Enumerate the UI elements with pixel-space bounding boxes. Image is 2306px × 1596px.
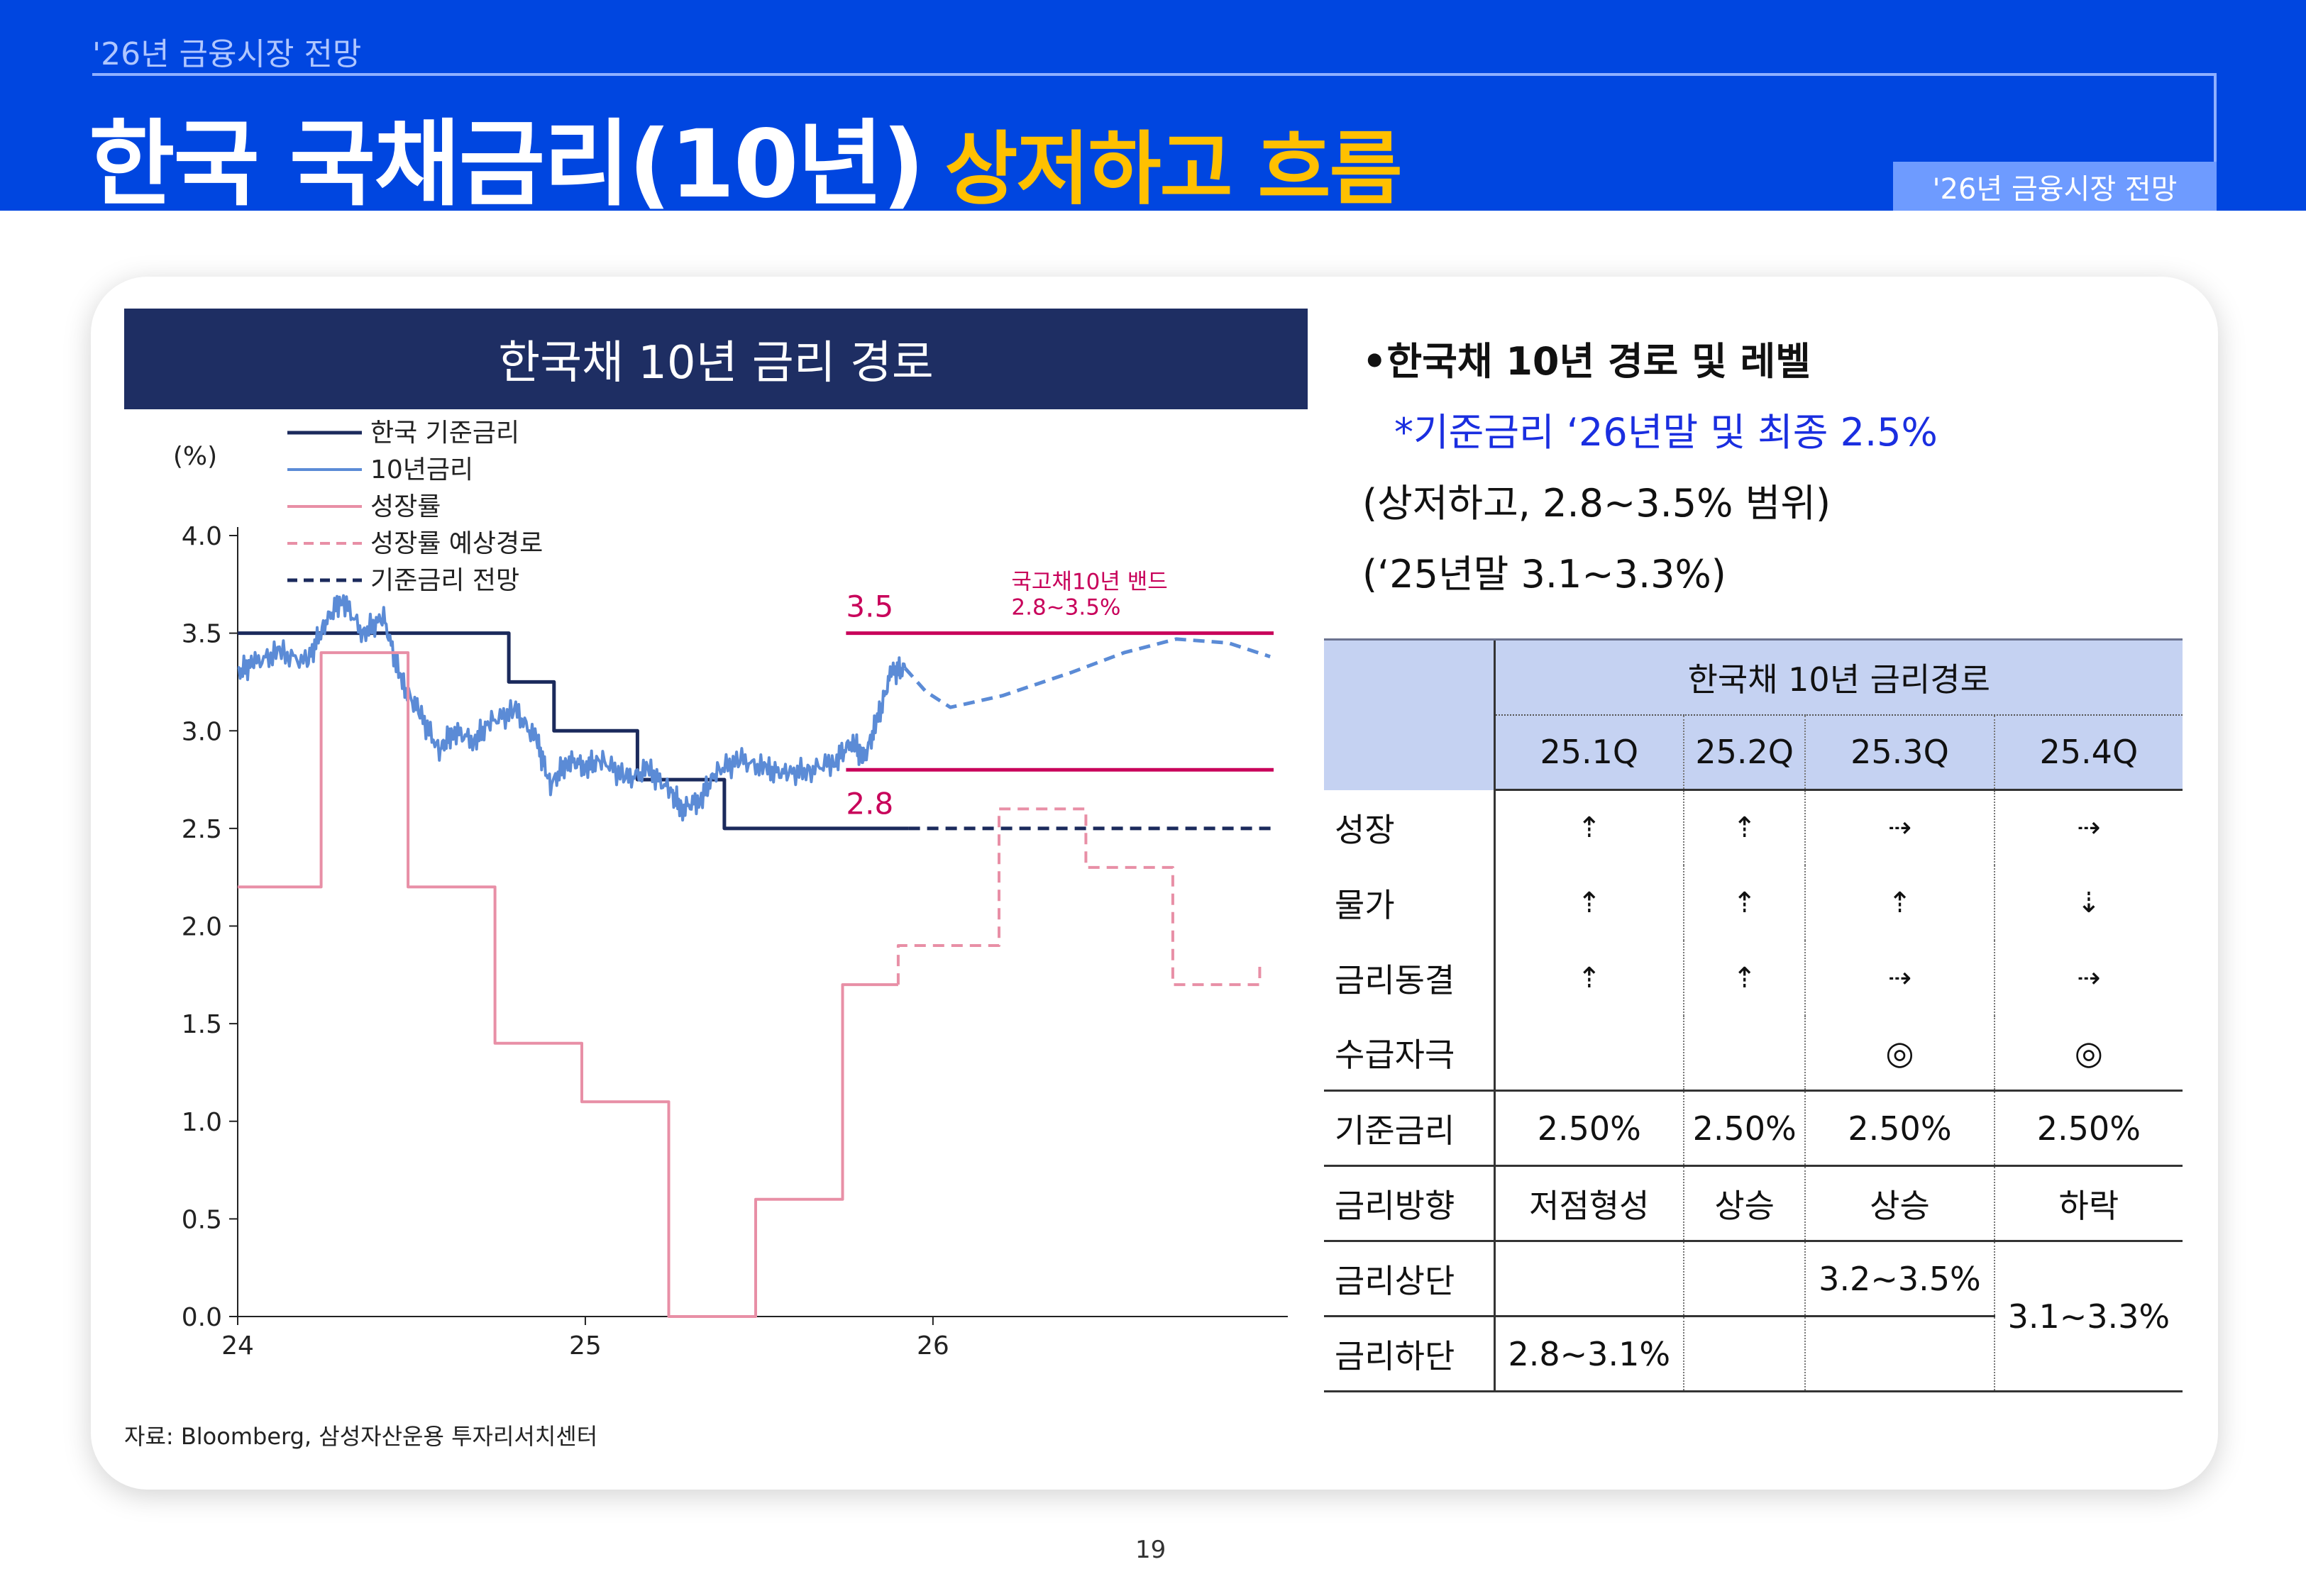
table-cell: 하락: [1993, 1165, 2183, 1242]
source-note: 자료: Bloomberg, 삼성자산운용 투자리서치센터: [124, 1423, 598, 1450]
y-tick-label: 4.0: [182, 522, 222, 551]
series-line-2: [238, 651, 898, 1318]
header-rule-vertical: [2214, 73, 2217, 162]
rate-path-chart: 0.0 0.5 1.0 1.5 2.0 2.5 3.0 3.5 4.0 (%) 24 25 26 3.5 2…: [173, 419, 1288, 1361]
quarter-header: 25.2Q: [1683, 714, 1806, 791]
table-row: 금리상단 3.2~3.5% 3.1~3.3%: [1324, 1241, 2183, 1392]
page-number: 19: [1135, 1536, 1166, 1564]
series-line-3: [896, 807, 1262, 987]
x-tick-label: 24: [221, 1331, 254, 1361]
y-tick-label: 3.5: [182, 620, 222, 649]
right-arrow-icon: ⇢: [1804, 789, 1995, 865]
row-label: 금리방향: [1324, 1165, 1494, 1242]
up-arrow-icon: ⇡: [1493, 865, 1684, 941]
table-row: 금리방향 저점형성 상승 상승 하락: [1324, 1165, 2183, 1242]
header-rule: [92, 73, 2217, 76]
up-arrow-icon: ⇡: [1493, 789, 1684, 865]
y-tick-label: 0.5: [182, 1205, 222, 1234]
y-tick-label: 1.5: [182, 1010, 222, 1039]
table-cell: 상승: [1683, 1165, 1806, 1242]
row-label: 성장: [1335, 810, 1395, 849]
band-upper-label: 3.5: [846, 589, 893, 624]
table-cell: 2.50%: [1683, 1090, 1806, 1167]
row-label: 수급자극: [1324, 1015, 1494, 1092]
page-title-main: 한국 국채금리(10년): [89, 110, 925, 219]
up-arrow-icon: ⇡: [1683, 789, 1806, 865]
table-cell: 3.2~3.5%: [1804, 1241, 1995, 1317]
legend-label: 10년금리: [370, 455, 473, 484]
y-tick-label: 2.0: [182, 913, 222, 942]
table-cell-merged: 3.1~3.3%: [1993, 1241, 2183, 1392]
row-label: 금리동결: [1335, 960, 1455, 999]
y-tick-label: 3.0: [182, 717, 222, 746]
table-row: 기준금리 2.50% 2.50% 2.50% 2.50%: [1324, 1090, 2183, 1167]
double-circle-icon: ◎: [1993, 1015, 2183, 1092]
band-lower-label: 2.8: [846, 786, 893, 821]
table-cell: [1683, 1015, 1806, 1092]
table-cell: 2.50%: [1493, 1090, 1684, 1167]
section-tag: '26년 금융시장 전망: [1893, 162, 2217, 211]
series-line-5: [903, 637, 1271, 709]
table-row: 성장 ⇡ ⇡ ⇢ ⇢: [1324, 789, 2183, 865]
band-note-line1: 국고채10년 밴드: [1011, 570, 1167, 595]
legend-label: 기준금리 전망: [370, 566, 519, 595]
table-corner: [1324, 638, 1494, 790]
header-eyebrow: '26년 금융시장 전망: [92, 36, 362, 72]
y-axis-label: (%): [173, 442, 217, 471]
quarter-header: 25.4Q: [1993, 714, 2183, 791]
table-cell: [1804, 1316, 1995, 1392]
table-cell: [1493, 1015, 1684, 1092]
row-label: 물가: [1335, 885, 1395, 924]
table-cell: [1683, 1241, 1806, 1317]
table-cell: 2.8~3.1%: [1493, 1316, 1684, 1392]
up-arrow-icon: ⇡: [1683, 940, 1806, 1016]
legend-label: 한국 기준금리: [370, 419, 519, 448]
table-row: 물가 ⇡ ⇡ ⇡ ⇣: [1324, 865, 2183, 941]
bullet-range: (상저하고, 2.8~3.5% 범위): [1362, 481, 1831, 526]
quarter-header: 25.3Q: [1804, 714, 1995, 791]
y-tick-label: 1.0: [182, 1108, 222, 1137]
table-cell: 2.50%: [1804, 1090, 1995, 1167]
header-bar: '26년 금융시장 전망 한국 국채금리(10년) 상저하고 흐름 '26년 금융…: [0, 0, 2306, 219]
y-tick-label: 2.5: [182, 815, 222, 844]
table-cell: 2.50%: [1993, 1090, 2183, 1167]
table-cell: [1493, 1241, 1684, 1317]
x-tick-label: 25: [569, 1331, 602, 1361]
table-row: 금리동결 ⇡ ⇡ ⇢ ⇢: [1324, 940, 2183, 1016]
series-line-1: [237, 594, 907, 822]
up-arrow-icon: ⇡: [1804, 865, 1995, 941]
table-row: 수급자극 ◎ ◎: [1324, 1015, 2183, 1092]
row-label: 금리상단: [1324, 1241, 1494, 1317]
right-arrow-icon: ⇢: [1804, 940, 1995, 1016]
page-title-accent: 상저하고 흐름: [944, 123, 1402, 216]
table-group-header: 한국채 10년 금리경로: [1493, 638, 2183, 716]
right-arrow-icon: ⇢: [1993, 789, 2183, 865]
up-arrow-icon: ⇡: [1683, 865, 1806, 941]
row-label: 금리하단: [1324, 1316, 1494, 1392]
table-row: 금리하단 2.8~3.1%: [1324, 1316, 2183, 1392]
row-label: 기준금리: [1324, 1090, 1494, 1167]
band-note-line2: 2.8~3.5%: [1011, 595, 1120, 621]
legend-label: 성장률: [370, 492, 441, 521]
chart-panel-title: 한국채 10년 금리 경로: [124, 309, 1308, 409]
right-arrow-icon: ⇢: [1993, 940, 2183, 1016]
bullet-heading: •한국채 10년 경로 및 레벨: [1362, 339, 1811, 384]
table-cell: 상승: [1804, 1165, 1995, 1242]
table-cell: 저점형성: [1493, 1165, 1684, 1242]
up-arrow-icon: ⇡: [1493, 940, 1684, 1016]
x-tick-label: 26: [917, 1331, 949, 1361]
bullet-list: •한국채 10년 경로 및 레벨 *기준금리 ‘26년말 및 최종 2.5% (…: [1362, 326, 1938, 610]
legend-label: 성장률 예상경로: [370, 529, 543, 558]
bullet-year-end: (‘25년말 3.1~3.3%): [1362, 552, 1726, 597]
rate-path-table: 한국채 10년 금리경로 25.1Q 25.2Q 25.3Q 25.4Q 성장 …: [1324, 638, 2183, 1392]
y-tick-label: 0.0: [182, 1303, 222, 1332]
table-cell: [1683, 1316, 1806, 1392]
quarter-header: 25.1Q: [1493, 714, 1684, 791]
bullet-policy-note: *기준금리 ‘26년말 및 최종 2.5%: [1394, 410, 1938, 455]
page-title: 한국 국채금리(10년) 상저하고 흐름: [89, 89, 1403, 224]
down-arrow-icon: ⇣: [1993, 865, 2183, 941]
series-line-0: [238, 631, 909, 831]
double-circle-icon: ◎: [1804, 1015, 1995, 1092]
